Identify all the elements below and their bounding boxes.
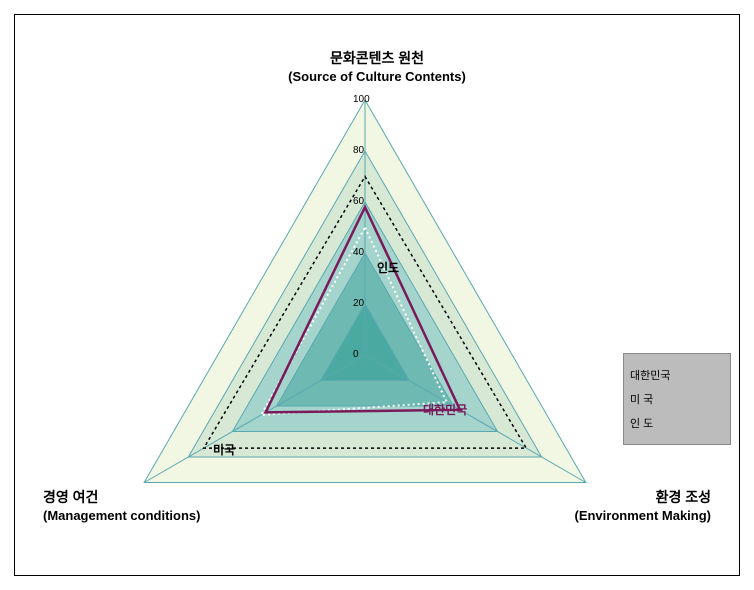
tick-0: 0	[353, 349, 359, 360]
annot-korea: 대한민국	[423, 401, 467, 418]
legend-row-usa: 미 국	[630, 388, 724, 410]
legend-label-usa: 미 국	[630, 391, 653, 407]
tick-60: 60	[353, 196, 364, 207]
tick-100: 100	[353, 94, 370, 105]
tick-80: 80	[353, 145, 364, 156]
tick-40: 40	[353, 247, 364, 258]
annot-india: 인도	[377, 259, 399, 276]
legend-label-korea: 대한민국	[630, 367, 670, 383]
legend: 대한민국 미 국 인 도	[623, 353, 731, 445]
legend-row-korea: 대한민국	[630, 364, 724, 386]
radar-svg	[15, 15, 741, 577]
chart-frame: 문화콘텐츠 원천 (Source of Culture Contents) 환경…	[14, 14, 740, 576]
tick-20: 20	[353, 298, 364, 309]
radar-chart: 문화콘텐츠 원천 (Source of Culture Contents) 환경…	[15, 15, 739, 575]
annot-usa: 미국	[213, 441, 235, 458]
legend-label-india: 인 도	[630, 415, 653, 431]
legend-row-india: 인 도	[630, 412, 724, 434]
